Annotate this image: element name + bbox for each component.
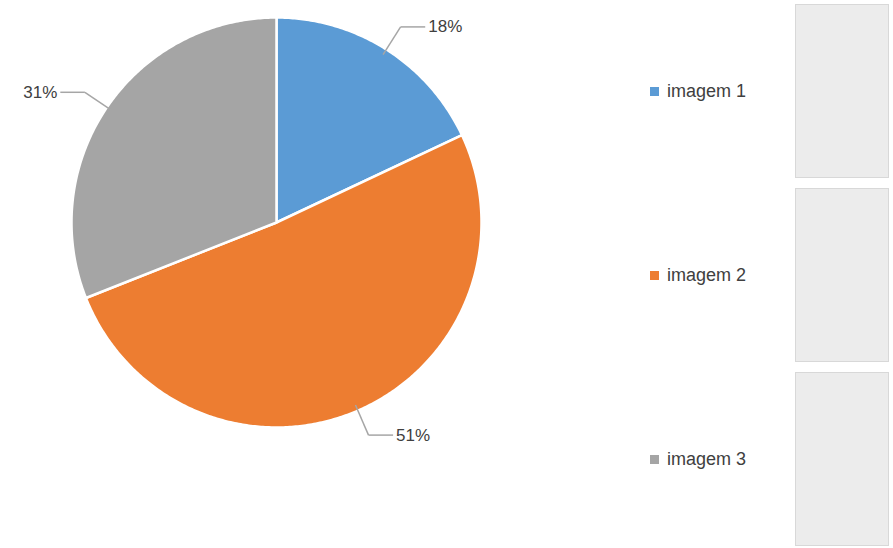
svg-text:51%: 51% xyxy=(396,426,430,445)
html-text:imagem 2: imagem 2 xyxy=(667,265,746,285)
html-text:imagem 3: imagem 3 xyxy=(667,449,746,469)
html-text:imagem 1: imagem 1 xyxy=(667,81,746,101)
svg-text:31%: 31% xyxy=(23,83,57,102)
svg-text:18%: 18% xyxy=(428,17,462,36)
